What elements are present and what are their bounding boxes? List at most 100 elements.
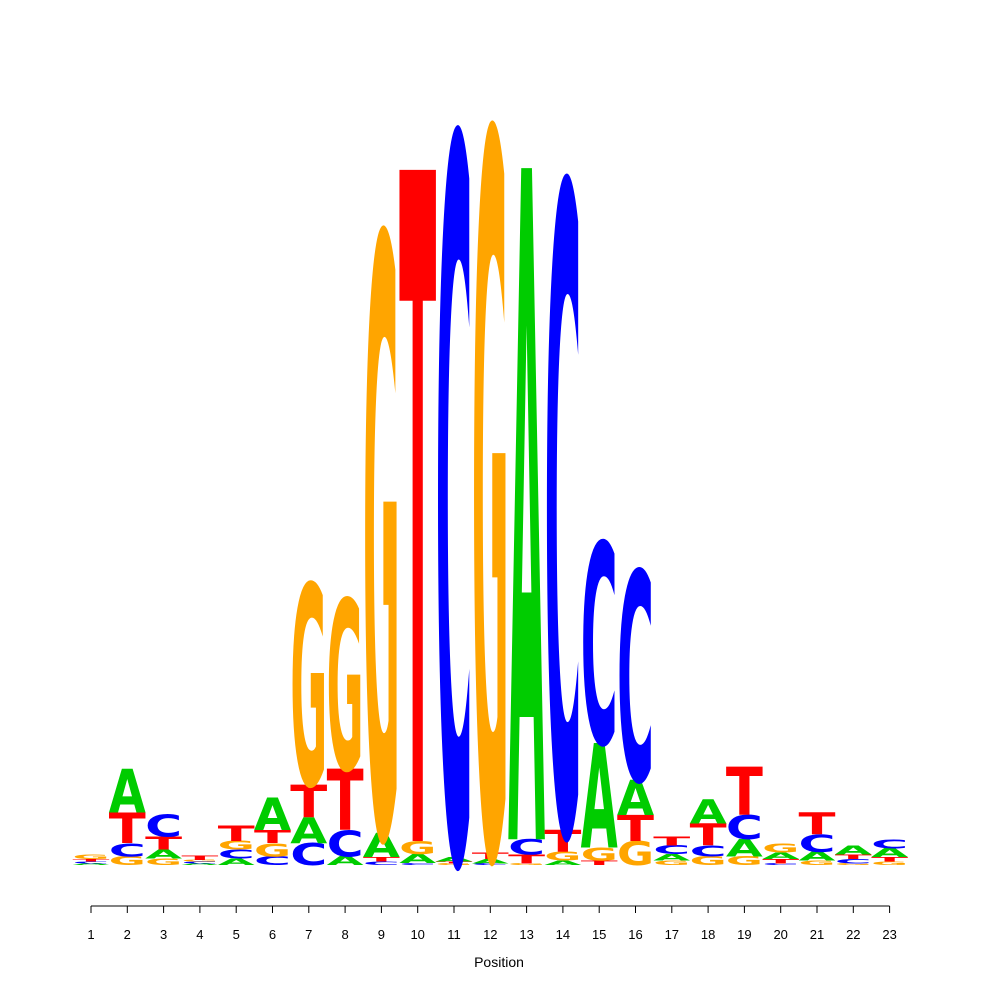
x-tick-label-16: 16 [628,927,642,942]
letter-G-pos-12: G [472,0,509,1000]
letter-T-pos-5: T [218,822,255,846]
x-tick-label-21: 21 [810,927,824,942]
letter-A-pos-15: A [581,716,618,882]
letter-G-pos-21: G [799,859,836,866]
x-tick-label-17: 17 [665,927,679,942]
x-tick-label-7: 7 [305,927,312,942]
letter-T-pos-13: T [508,853,545,867]
x-tick-label-10: 10 [410,927,424,942]
letter-G-pos-3: G [145,857,182,867]
x-tick-label-2: 2 [124,927,131,942]
letter-T-pos-21: T [799,807,836,842]
letter-C-pos-6: C [254,854,291,868]
letter-T-pos-3: T [145,833,183,854]
letter-A-pos-20: A [762,851,800,861]
letter-T-pos-11: T [436,861,473,864]
letter-C-pos-18: C [690,842,727,860]
letter-C-pos-9: C [363,861,400,866]
x-tick-label-1: 1 [87,927,94,942]
letter-G-pos-17: G [653,859,690,866]
letter-C-pos-10: C [399,862,436,865]
letter-G-pos-5: G [218,838,255,852]
letter-C-pos-5: C [218,847,255,861]
letter-A-pos-17: A [653,853,691,863]
letter-A-pos-11: A [436,856,474,863]
letter-G-pos-16: G [617,835,654,873]
letter-G-pos-13: G [508,863,545,866]
x-tick-label-5: 5 [233,927,240,942]
letter-T-pos-20: T [762,858,800,865]
letter-A-pos-1: A [73,863,111,866]
letter-A-pos-13: A [508,0,545,1000]
letter-T-pos-6: T [254,827,292,848]
letter-G-pos-2: G [109,854,146,868]
letter-A-pos-7: A [290,810,327,852]
letter-C-pos-17: C [653,843,690,857]
letter-A-pos-5: A [218,857,256,867]
letter-C-pos-13: C [508,836,545,860]
letter-A-pos-3: A [145,848,182,862]
letter-C-pos-23: C [871,837,908,851]
letter-A-pos-9: A [363,827,400,865]
x-tick-label-4: 4 [196,927,203,942]
letter-G-pos-15: G [581,844,618,865]
letter-G-pos-1: G [73,853,110,860]
letter-C-pos-2: C [109,840,146,861]
letter-C-pos-7: C [290,838,327,873]
letter-G-pos-20: G [762,841,799,855]
letter-G-pos-19: G [726,854,763,868]
letter-C-pos-22: C [835,858,872,865]
letter-C-pos-3: C [145,809,182,844]
letter-C-pos-15: C [581,488,618,808]
letter-G-pos-6: G [254,840,291,861]
letter-G-pos-22: G [835,863,872,866]
letter-A-pos-23: A [871,847,908,861]
x-tick-label-19: 19 [737,927,751,942]
letter-A-pos-10: A [399,852,436,866]
letter-C-pos-14: C [544,8,581,1000]
letter-G-pos-11: G [436,863,473,866]
x-tick-label-12: 12 [483,927,497,942]
letter-C-pos-1: C [73,861,110,864]
letter-G-pos-8: G [327,552,364,824]
letter-C-pos-21: C [799,830,836,858]
letter-C-pos-16: C [617,514,654,848]
letter-C-pos-20: C [762,863,799,866]
letter-A-pos-16: A [617,772,654,827]
letter-A-pos-22: A [835,844,872,858]
letter-C-pos-19: C [726,809,763,848]
letter-A-pos-12: A [472,858,510,865]
letter-A-pos-18: A [690,793,727,831]
x-tick-label-8: 8 [341,927,348,942]
letter-C-pos-12: C [472,863,509,866]
x-tick-label-22: 22 [846,927,860,942]
letter-A-pos-6: A [254,788,291,840]
x-tick-label-18: 18 [701,927,715,942]
x-tick-label-6: 6 [269,927,276,942]
x-tick-label-3: 3 [160,927,167,942]
letter-T-pos-8: T [327,753,364,850]
letter-C-pos-4: C [181,861,218,864]
letter-T-pos-18: T [690,818,727,853]
letter-T-pos-9: T [363,856,401,863]
x-tick-label-13: 13 [519,927,533,942]
x-axis-title: Position [474,954,524,970]
letter-G-pos-9: G [363,73,400,1000]
letter-T-pos-16: T [617,807,655,849]
